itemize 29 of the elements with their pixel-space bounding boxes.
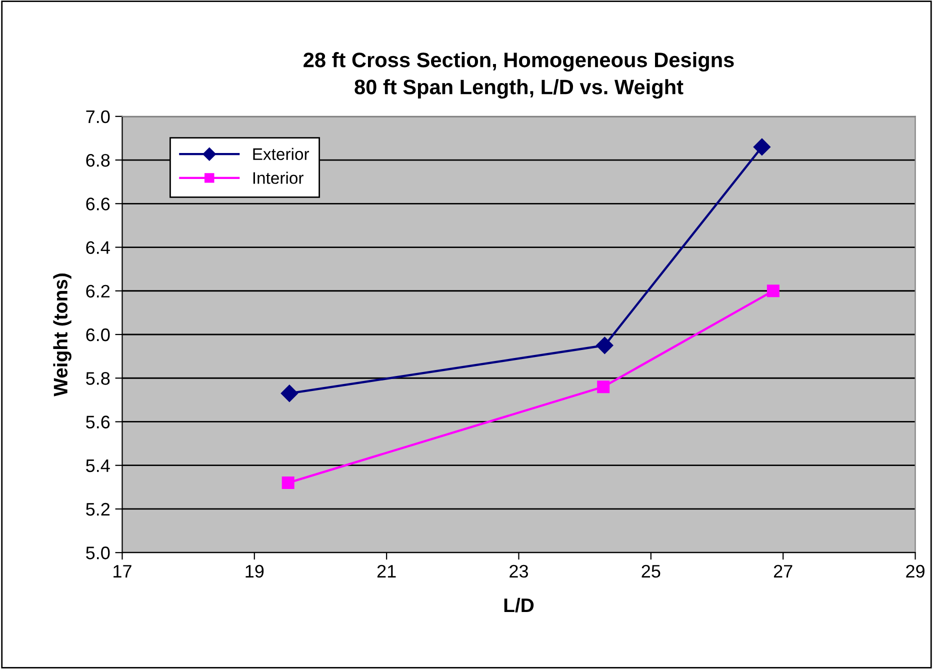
legend-label: Exterior — [253, 148, 310, 160]
y-tick-label: 5.2 — [86, 502, 110, 516]
x-tick-label: 17 — [114, 565, 132, 578]
y-tick-label: 6.2 — [86, 284, 110, 298]
y-tick-label: 6.8 — [86, 154, 110, 167]
x-tick-label: 23 — [510, 564, 528, 578]
x-tick-label: 25 — [642, 564, 660, 578]
y-tick-label: 6.6 — [86, 198, 110, 210]
y-tick-label: 6.0 — [86, 328, 110, 342]
x-tick-label: 21 — [377, 564, 396, 578]
y-tick-label: 7.0 — [86, 110, 110, 124]
y-tick-label: 5.0 — [86, 546, 110, 560]
legend-label: Interior — [253, 172, 304, 184]
chart-title: 28 ft Cross Section, Homogeneous Designs 80 ft Span Length, L/D vs. Weight — [304, 52, 734, 99]
x-tick-label: 19 — [246, 564, 264, 578]
x-tick-label: 29 — [906, 564, 924, 578]
x-tick-label: 27 — [774, 564, 792, 578]
point — [597, 380, 610, 394]
y-tick-label: 6.4 — [86, 241, 110, 254]
point — [596, 336, 614, 354]
y-tick-label: 5.8 — [86, 372, 110, 385]
point — [766, 284, 780, 298]
y-tick-label: 5.6 — [86, 416, 110, 428]
x-axis-title: L/D — [504, 598, 534, 612]
point — [282, 476, 294, 490]
point — [753, 138, 770, 156]
y-axis-title: Weight (tons) — [53, 274, 72, 396]
y-tick-label: 5.4 — [86, 459, 110, 472]
point — [280, 384, 298, 402]
